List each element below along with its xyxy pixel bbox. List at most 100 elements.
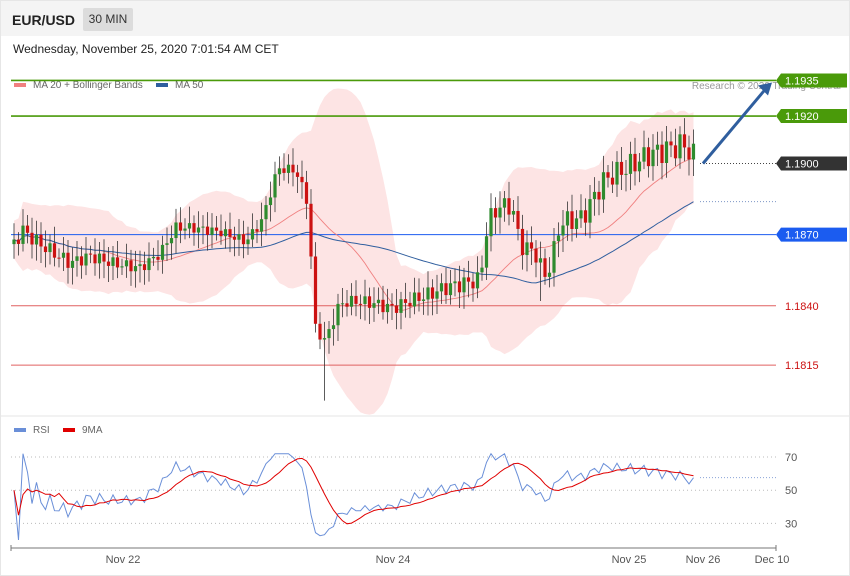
candle	[88, 245, 93, 264]
candle-body	[597, 191, 601, 200]
candle	[574, 210, 579, 238]
candle-body	[588, 199, 592, 223]
candle-body	[682, 134, 687, 148]
candle-body	[345, 303, 349, 307]
candle	[543, 248, 547, 285]
candle-body	[394, 305, 399, 313]
candle-body	[309, 203, 313, 257]
level-label-1.1840: 1.1840	[785, 301, 819, 313]
candle-body	[556, 235, 561, 242]
candle	[318, 312, 322, 350]
candle	[79, 246, 84, 279]
candle	[417, 278, 421, 312]
x-axis: Nov 22 Nov 24 Nov 25 Nov 26 Dec 10	[10, 545, 789, 566]
candle-body	[250, 229, 255, 240]
candle	[475, 256, 480, 299]
candle	[408, 291, 412, 319]
ma50-swatch	[156, 83, 168, 88]
candle	[187, 206, 192, 239]
candle-body	[430, 287, 435, 299]
candle-body	[498, 207, 502, 218]
candle-body	[214, 227, 219, 231]
candle	[660, 131, 664, 180]
candle	[619, 146, 624, 191]
candle-body	[169, 238, 174, 244]
candle	[75, 240, 79, 277]
candle-body	[39, 234, 43, 247]
candle	[646, 137, 651, 178]
candle	[493, 197, 498, 235]
candle-body	[475, 272, 480, 289]
candle-body	[547, 272, 552, 277]
candle-body	[655, 144, 660, 150]
candle-body	[57, 257, 61, 259]
candle-body	[624, 173, 628, 175]
candle-body	[520, 228, 525, 256]
candle-body	[673, 145, 678, 159]
candle	[502, 191, 507, 222]
legend-rsi-ma-label: 9MA	[82, 425, 103, 436]
candle	[273, 161, 277, 213]
candle-body	[471, 281, 475, 289]
candle	[687, 135, 691, 176]
candle-body	[93, 254, 97, 264]
legend-ma20: MA 20 + Bollinger Bands	[14, 80, 143, 91]
candle	[147, 242, 151, 282]
candle-body	[147, 258, 151, 271]
candle	[471, 273, 475, 302]
candle-body	[192, 223, 196, 233]
candle	[628, 141, 633, 191]
candle	[66, 239, 70, 284]
candle	[309, 189, 313, 270]
candle-body	[678, 134, 682, 159]
candle-body	[583, 210, 588, 223]
candle	[93, 238, 97, 276]
candle-body	[574, 218, 579, 229]
candle-body	[331, 325, 336, 330]
candle	[691, 129, 696, 177]
candle-body	[525, 242, 529, 256]
candle-body	[282, 168, 286, 173]
candle	[102, 239, 106, 279]
candle	[678, 126, 682, 169]
candle-body	[286, 164, 291, 173]
candle	[52, 226, 57, 267]
timeframe-button[interactable]: 30 MIN	[83, 8, 133, 31]
level-label-1.1870: 1.1870	[785, 230, 819, 242]
candle	[664, 126, 669, 178]
candle-body	[61, 252, 66, 258]
candle-body	[606, 172, 610, 178]
candle	[372, 287, 376, 322]
candle-body	[570, 211, 574, 229]
candle	[124, 243, 129, 278]
bollinger-band-area	[14, 88, 694, 415]
candle	[246, 226, 250, 255]
candle-body	[151, 256, 156, 259]
candle	[457, 265, 462, 308]
candle-body	[70, 260, 75, 268]
candle	[439, 273, 444, 304]
candle-body	[408, 302, 412, 307]
candle	[241, 220, 246, 259]
candle	[259, 202, 264, 247]
candle-body	[228, 229, 232, 237]
candle-body	[25, 225, 30, 233]
candle-body	[219, 230, 223, 237]
candle-body	[313, 256, 318, 324]
candle-body	[88, 253, 93, 255]
candle	[345, 289, 349, 317]
candle	[583, 198, 588, 236]
candle-body	[444, 283, 448, 296]
x-tick-label: Nov 26	[686, 554, 721, 566]
projection-arrow-head	[758, 82, 772, 96]
legend-ma50-label: MA 50	[175, 80, 204, 91]
rsi-panel: 70 50 30	[11, 452, 797, 541]
candle	[529, 226, 534, 266]
candle	[633, 137, 637, 186]
candle	[228, 212, 232, 253]
candle-body	[358, 303, 363, 305]
candle-body	[178, 222, 183, 231]
candle-body	[295, 172, 300, 177]
candle	[682, 118, 687, 162]
